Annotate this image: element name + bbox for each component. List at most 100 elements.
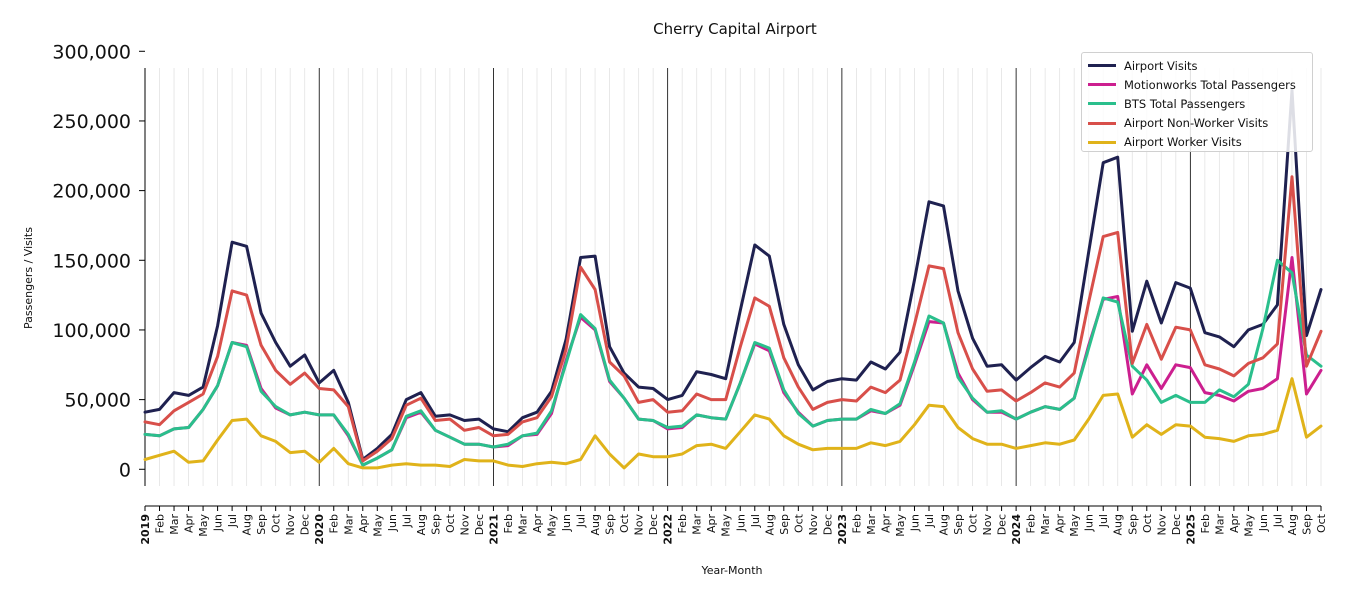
legend-label: Airport Worker Visits xyxy=(1124,135,1242,150)
legend-item-bts-total-passengers: BTS Total Passengers xyxy=(1088,94,1306,113)
x-tick-label-month: Mar xyxy=(1213,514,1226,535)
y-tick-label: 200,000 xyxy=(52,181,131,203)
legend-item-airport-worker-visits: Airport Worker Visits xyxy=(1088,133,1306,152)
legend-item-airport-non-worker-visits: Airport Non-Worker Visits xyxy=(1088,114,1306,133)
x-tick-label-month: Dec xyxy=(1170,514,1183,535)
x-tick-label-month: Aug xyxy=(415,514,428,535)
legend-item-airport-visits: Airport Visits xyxy=(1088,56,1306,75)
x-tick-label-month: Oct xyxy=(444,513,457,533)
x-tick-label-month: Apr xyxy=(1054,514,1067,534)
series-line-airport-visits xyxy=(143,88,1323,461)
x-tick-label-month: Nov xyxy=(981,514,994,536)
x-tick-label-year: 2019 xyxy=(139,514,152,545)
x-tick-label-month: Mar xyxy=(865,514,878,535)
x-tick-label-year: 2021 xyxy=(487,514,500,545)
legend-label: Airport Non-Worker Visits xyxy=(1124,116,1269,131)
y-tick-label: 150,000 xyxy=(52,250,131,272)
series-lines xyxy=(143,88,1323,470)
x-tick-label-month: Oct xyxy=(792,513,805,533)
legend-item-motionworks-total-passengers: Motionworks Total Passengers xyxy=(1088,75,1306,94)
x-tick-label-month: Feb xyxy=(1025,514,1038,533)
x-tick-label-month: Jul xyxy=(575,514,588,528)
legend: Airport Visits Motionworks Total Passenge… xyxy=(1081,52,1313,152)
x-tick-label-month: Aug xyxy=(241,514,254,535)
legend-swatch xyxy=(1088,83,1116,87)
y-axis: 0 50,000 100,000 150,000 200,000 250,000 300,0… xyxy=(52,41,146,486)
x-axis-label: Year-Month xyxy=(700,564,762,577)
series-line-airport-non-worker-visits xyxy=(143,175,1323,463)
x-tick-label-month: May xyxy=(720,514,733,537)
series-line-airport-worker-visits xyxy=(143,377,1323,470)
x-tick-label-month: Jun xyxy=(908,514,921,532)
series-line-bts-total-passengers xyxy=(143,258,1323,467)
x-tick-label-month: Oct xyxy=(618,513,631,533)
x-tick-label-month: Nov xyxy=(284,514,297,536)
x-tick-label-month: Jul xyxy=(749,514,762,528)
y-tick-label: 300,000 xyxy=(52,41,131,63)
x-tick-label-month: Feb xyxy=(502,514,515,533)
x-tick-label-month: Mar xyxy=(516,514,529,535)
x-tick-label-year: 2025 xyxy=(1184,514,1197,545)
legend-swatch xyxy=(1088,121,1116,125)
legend-swatch xyxy=(1088,140,1116,144)
y-tick-label: 100,000 xyxy=(52,320,131,342)
x-tick-label-month: Apr xyxy=(879,514,892,534)
x-tick-label-month: Nov xyxy=(1155,514,1168,536)
legend-label: Airport Visits xyxy=(1124,58,1198,73)
x-tick-label-month: Oct xyxy=(1141,513,1154,533)
x-tick-label-month: Dec xyxy=(821,514,834,535)
x-tick-label-month: Sep xyxy=(1300,514,1313,535)
x-tick-label-month: Aug xyxy=(763,514,776,535)
x-tick-label-month: Nov xyxy=(807,514,820,536)
x-tick-label-month: Jun xyxy=(560,514,573,532)
x-tick-label-month: Jul xyxy=(1097,514,1110,528)
x-tick-label-month: May xyxy=(197,514,210,537)
x-tick-label-month: Aug xyxy=(1286,514,1299,535)
x-tick-label-year: 2020 xyxy=(313,514,326,545)
x-tick-label-year: 2024 xyxy=(1010,514,1023,545)
legend-swatch xyxy=(1088,102,1116,106)
x-tick-label-month: Dec xyxy=(473,514,486,535)
x-tick-label-month: Feb xyxy=(1199,514,1212,533)
x-tick-label-month: Nov xyxy=(458,514,471,536)
x-tick-label-month: Sep xyxy=(1126,514,1139,535)
x-tick-label-month: Jun xyxy=(386,514,399,532)
y-tick-label: 50,000 xyxy=(65,390,131,412)
x-tick-label-month: Apr xyxy=(1228,514,1241,534)
x-tick-label-month: Oct xyxy=(270,513,283,533)
x-tick-label-month: Apr xyxy=(183,514,196,534)
chart-title: Cherry Capital Airport xyxy=(653,20,817,38)
x-axis: 2019 Feb Mar Apr May Jun Jul Aug Sep Oct Nov Dec 202… xyxy=(139,505,1328,545)
x-tick-label-month: Apr xyxy=(531,514,544,534)
legend-label: Motionworks Total Passengers xyxy=(1124,77,1296,92)
x-tick-label-month: Jun xyxy=(212,514,225,532)
legend-swatch xyxy=(1088,64,1116,68)
x-tick-label-month: Aug xyxy=(589,514,602,535)
x-tick-label-month: Jul xyxy=(226,514,239,528)
x-tick-label-month: Sep xyxy=(604,514,617,535)
x-tick-label-month: Dec xyxy=(299,514,312,535)
x-tick-label-month: Oct xyxy=(1315,513,1328,533)
x-tick-label-month: Sep xyxy=(778,514,791,535)
x-tick-label-month: Feb xyxy=(676,514,689,533)
x-tick-label-month: Mar xyxy=(691,514,704,535)
x-tick-label-month: May xyxy=(1242,514,1255,537)
x-tick-label-month: Feb xyxy=(850,514,863,533)
x-tick-label-month: Dec xyxy=(996,514,1009,535)
x-tick-label-month: Dec xyxy=(647,514,660,535)
x-tick-label-month: May xyxy=(1068,514,1081,537)
x-tick-label-month: Aug xyxy=(938,514,951,535)
x-tick-label-month: Sep xyxy=(429,514,442,535)
x-tick-label-month: Jun xyxy=(734,514,747,532)
legend-label: BTS Total Passengers xyxy=(1124,96,1246,111)
x-tick-label-month: Jul xyxy=(923,514,936,528)
x-tick-label-month: Oct xyxy=(967,513,980,533)
x-tick-label-month: May xyxy=(371,514,384,537)
x-tick-label-month: Mar xyxy=(168,514,181,535)
x-tick-label-month: Jul xyxy=(400,514,413,528)
x-tick-label-month: Apr xyxy=(705,514,718,534)
x-tick-label-month: Feb xyxy=(154,514,167,533)
x-tick-label-month: May xyxy=(546,514,559,537)
y-tick-label: 0 xyxy=(119,459,131,481)
